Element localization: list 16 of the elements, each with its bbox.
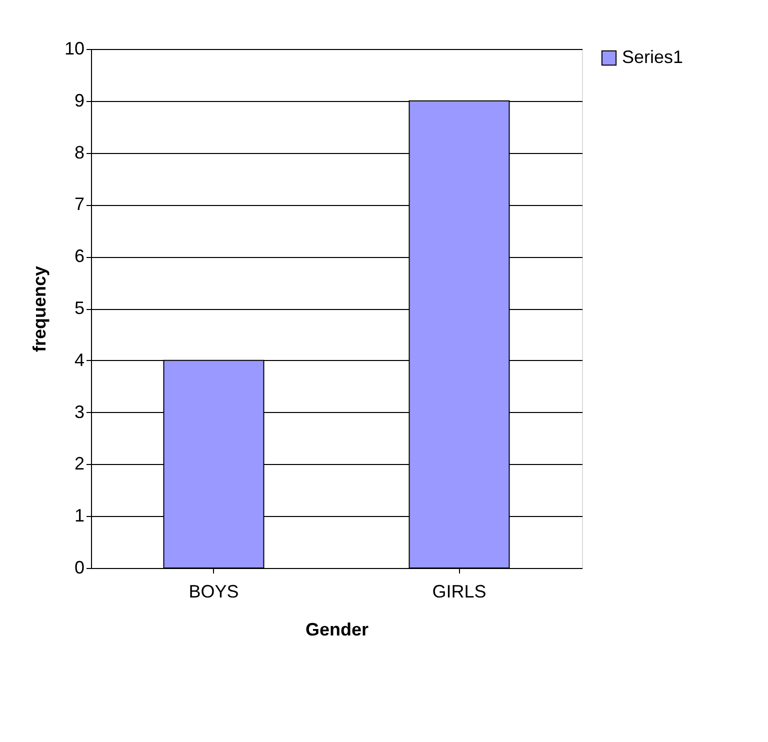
y-tick-label: 9 <box>74 90 84 110</box>
y-tick-label: 3 <box>74 402 84 422</box>
x-axis-title: Gender <box>305 620 369 640</box>
y-tick-label: 5 <box>74 298 84 318</box>
x-tick-label: GIRLS <box>432 582 486 602</box>
y-tick-label: 1 <box>74 506 84 526</box>
y-tick-label: 0 <box>74 558 84 578</box>
legend-label: Series1 <box>622 47 684 67</box>
x-tick-label: BOYS <box>188 582 239 602</box>
y-axis-title: frequency <box>29 266 50 352</box>
y-tick-label: 10 <box>64 38 84 58</box>
y-tick-label: 8 <box>74 142 84 162</box>
y-tick-label: 2 <box>74 454 84 474</box>
y-tick-label: 6 <box>74 246 84 266</box>
y-tick-label: 7 <box>74 194 84 214</box>
y-tick-label: 4 <box>74 350 84 370</box>
